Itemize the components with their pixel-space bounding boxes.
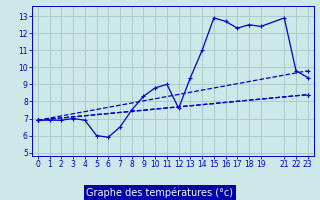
Text: Graphe des températures (°c): Graphe des températures (°c) [86,188,234,198]
